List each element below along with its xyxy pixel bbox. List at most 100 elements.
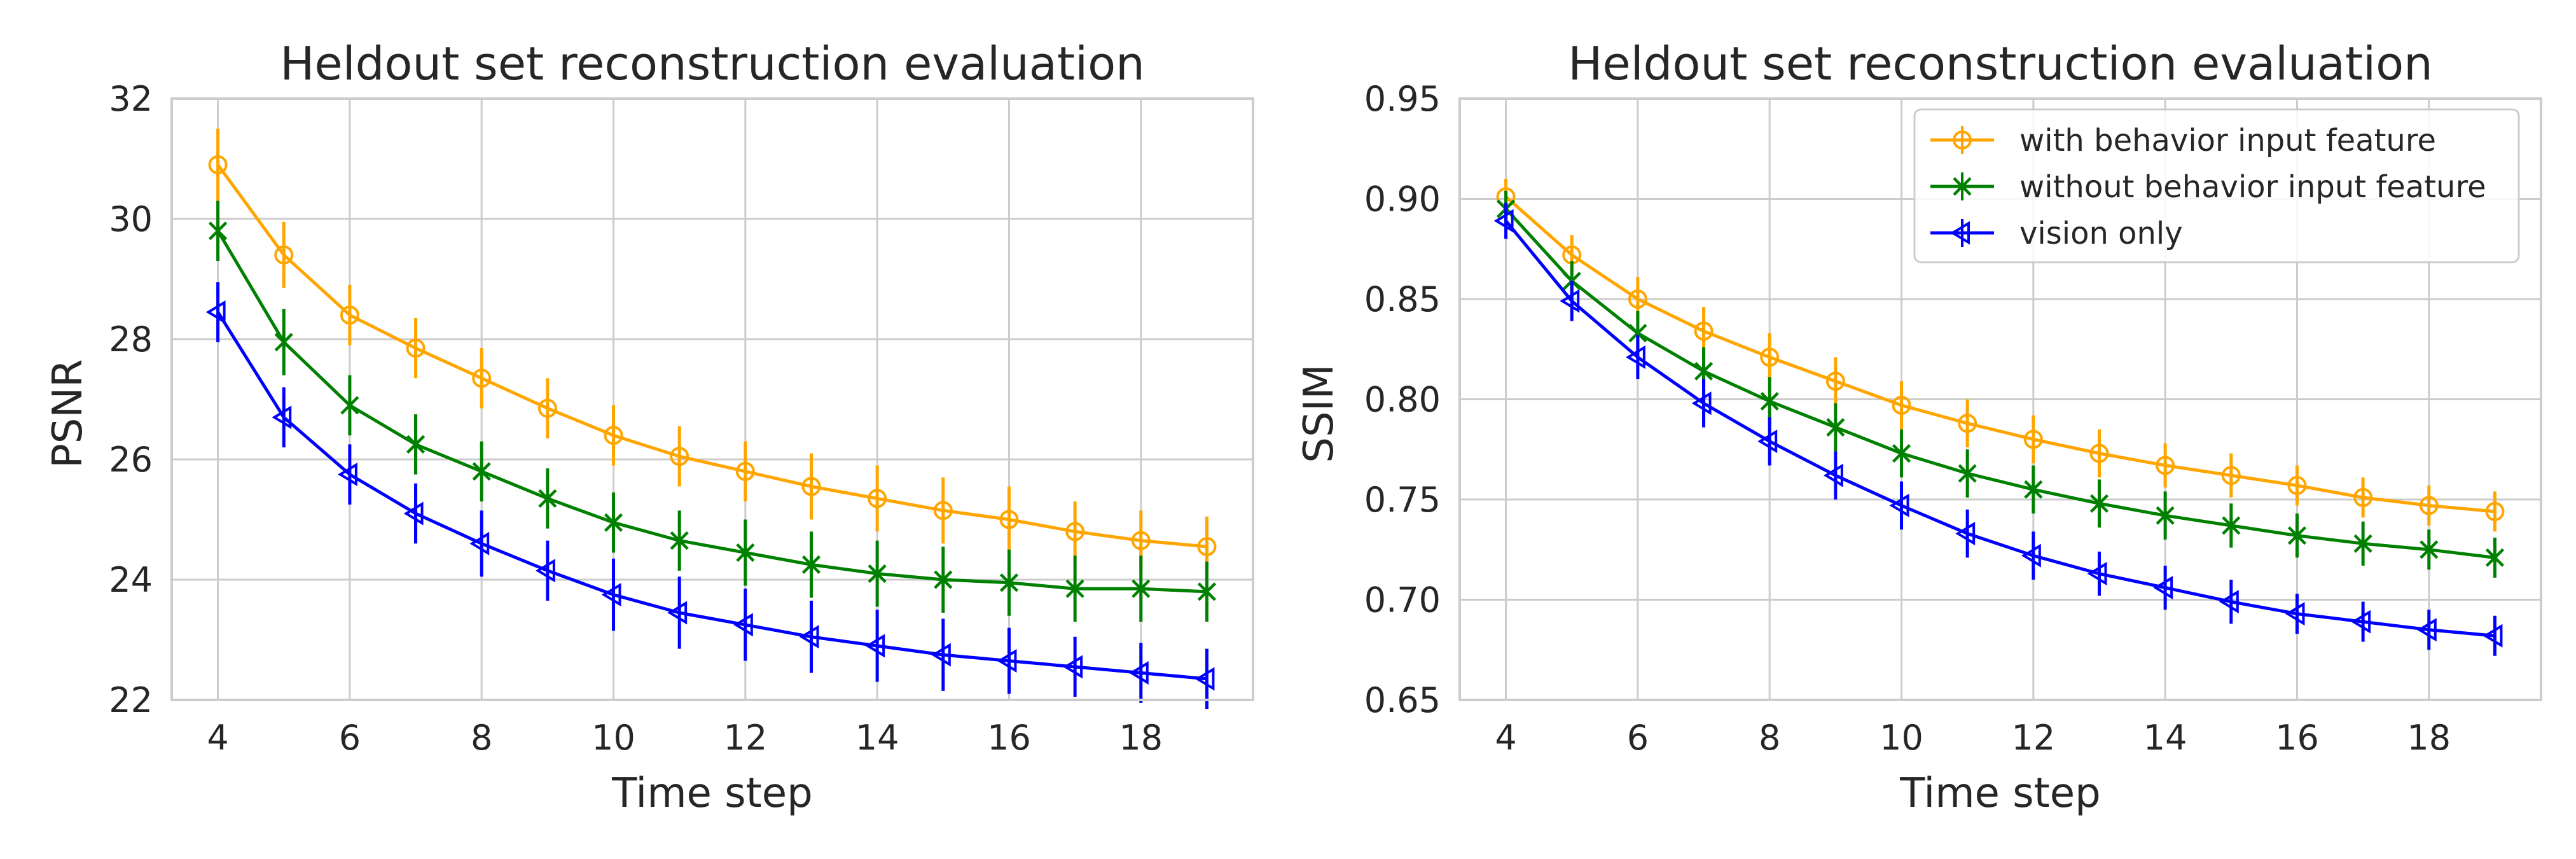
ssim-data-point bbox=[2021, 543, 2041, 568]
ssim-data-point bbox=[2156, 506, 2175, 525]
ssim-x-tick-label: 14 bbox=[2143, 718, 2187, 758]
ssim-data-point bbox=[1825, 372, 1845, 391]
psnr-plot-frame bbox=[170, 97, 1254, 701]
psnr-data-point bbox=[733, 613, 753, 637]
ssim-series-line bbox=[1504, 195, 2495, 513]
ssim-x-tick-label: 12 bbox=[2011, 718, 2055, 758]
psnr-data-point bbox=[1065, 522, 1085, 541]
psnr-data-point bbox=[205, 300, 226, 325]
ssim-data-point bbox=[1628, 323, 1647, 343]
psnr-data-point bbox=[999, 573, 1019, 592]
ssim-x-axis-label: Time step bbox=[1899, 770, 2100, 817]
ssim-data-point bbox=[2089, 443, 2109, 463]
ssim-series-line bbox=[1504, 220, 2495, 638]
psnr-data-point bbox=[670, 531, 689, 550]
psnr-data-point bbox=[208, 155, 228, 174]
psnr-data-point bbox=[1131, 531, 1151, 550]
psnr-data-point bbox=[933, 501, 953, 520]
ssim-data-point bbox=[2023, 429, 2043, 449]
psnr-data-point bbox=[337, 463, 357, 487]
psnr-series-line bbox=[216, 230, 1207, 594]
psnr-data-point bbox=[735, 461, 755, 481]
legend-entry-vision-only: vision only bbox=[1930, 216, 2183, 251]
psnr-data-point bbox=[1132, 579, 1151, 598]
legend-entries: with behavior input feature without behav… bbox=[1930, 123, 2486, 251]
ssim-x-tick-label: 10 bbox=[1880, 718, 1923, 758]
psnr-data-point bbox=[469, 531, 490, 555]
psnr-data-point bbox=[406, 339, 426, 358]
psnr-data-point bbox=[340, 305, 359, 325]
ssim-data-point bbox=[2219, 590, 2239, 614]
psnr-data-point bbox=[736, 543, 755, 562]
psnr-data-point bbox=[472, 368, 492, 388]
psnr-data-point bbox=[601, 583, 621, 607]
ssim-data-point bbox=[2419, 496, 2439, 515]
ssim-y-tick-label: 0.95 bbox=[1364, 79, 1441, 119]
psnr-chart-title: Heldout set reconstruction evaluation bbox=[280, 37, 1145, 90]
ssim-chart-title: Heldout set reconstruction evaluation bbox=[1568, 37, 2433, 90]
ssim-data-point bbox=[2420, 540, 2439, 559]
psnr-chart: Heldout set reconstruction evaluation Ti… bbox=[45, 37, 1254, 817]
ssim-data-point bbox=[1826, 418, 1845, 437]
ssim-plot-frame bbox=[1458, 97, 2542, 701]
ssim-data-point bbox=[1691, 391, 1712, 416]
ssim-chart: Heldout set reconstruction evaluation Ti… bbox=[1296, 37, 2542, 817]
psnr-series-without-behavior-input-feature bbox=[208, 200, 1217, 622]
ssim-data-point bbox=[2222, 516, 2241, 535]
psnr-data-point bbox=[1195, 667, 1215, 691]
psnr-data-point bbox=[801, 477, 821, 496]
ssim-data-point bbox=[2351, 610, 2371, 634]
ssim-x-tick-label: 16 bbox=[2275, 718, 2319, 758]
psnr-x-axis-label: Time step bbox=[611, 770, 812, 817]
psnr-data-point bbox=[604, 513, 623, 532]
ssim-series-line bbox=[1504, 207, 2495, 559]
ssim-data-point bbox=[2285, 602, 2305, 626]
psnr-series-with-behavior-input-feature bbox=[208, 129, 1217, 577]
psnr-x-tick-label: 8 bbox=[471, 718, 492, 758]
psnr-data-point bbox=[406, 435, 426, 454]
psnr-data-point bbox=[1197, 537, 1217, 557]
ssim-data-point bbox=[1958, 414, 1977, 433]
ssim-data-point bbox=[1493, 209, 1514, 233]
psnr-data-point bbox=[403, 501, 424, 526]
psnr-data-point bbox=[208, 221, 228, 241]
psnr-x-tick-label: 4 bbox=[207, 718, 228, 758]
psnr-data-point bbox=[1197, 582, 1217, 601]
ssim-series-without-behavior-input-feature bbox=[1496, 190, 2505, 578]
psnr-data-point bbox=[1128, 660, 1149, 685]
ssim-y-tick-label: 0.65 bbox=[1364, 680, 1441, 720]
psnr-data-point bbox=[274, 333, 293, 352]
legend-marker bbox=[1953, 177, 1972, 196]
ssim-data-point bbox=[1628, 290, 1647, 309]
ssim-x-tick-label: 6 bbox=[1627, 718, 1649, 758]
ssim-data-point bbox=[1823, 463, 1843, 487]
legend-entry-with-behavior-input-feature: with behavior input feature bbox=[1930, 123, 2436, 158]
psnr-data-point bbox=[272, 405, 292, 429]
ssim-data-point bbox=[1625, 345, 1645, 369]
psnr-data-point bbox=[801, 555, 821, 574]
ssim-data-point bbox=[2485, 548, 2505, 567]
ssim-x-tick-label: 8 bbox=[1759, 718, 1780, 758]
psnr-x-tick-label: 6 bbox=[339, 718, 361, 758]
psnr-data-point bbox=[997, 649, 1017, 673]
ssim-data-point bbox=[1889, 493, 1909, 517]
ssim-data-point bbox=[1760, 392, 1779, 411]
psnr-x-tick-label: 10 bbox=[592, 718, 635, 758]
legend-label: with behavior input feature bbox=[2019, 123, 2436, 158]
ssim-data-point bbox=[2024, 480, 2043, 499]
psnr-ticks: 4 6 8 10 12 14 16 18 22 24 26 28 30 32 bbox=[109, 79, 1163, 758]
ssim-data-point bbox=[1892, 395, 1911, 415]
legend-label: without behavior input feature bbox=[2019, 169, 2486, 205]
ssim-y-tick-label: 0.85 bbox=[1364, 279, 1441, 319]
psnr-data-point bbox=[1065, 579, 1084, 598]
psnr-data-point bbox=[799, 625, 819, 649]
ssim-y-axis-label: SSIM bbox=[1296, 364, 1343, 463]
ssim-data-point bbox=[2221, 466, 2241, 485]
ssim-data-point bbox=[2416, 618, 2437, 642]
legend-marker bbox=[1950, 221, 1970, 245]
psnr-data-point bbox=[537, 398, 557, 418]
ssim-y-tick-label: 0.80 bbox=[1364, 380, 1441, 420]
psnr-series-line bbox=[216, 164, 1207, 548]
